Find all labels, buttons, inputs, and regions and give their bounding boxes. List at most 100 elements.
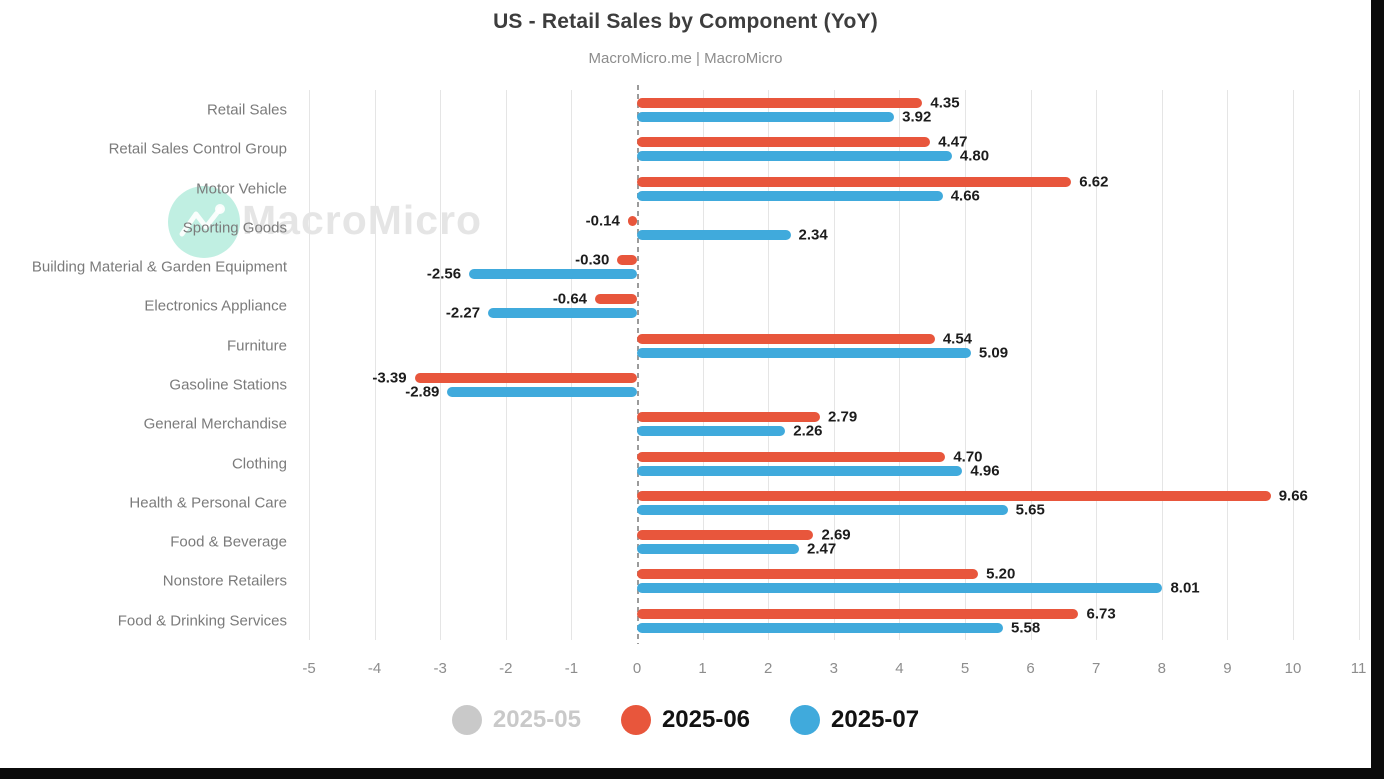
x-tick-label: -3 [433,660,447,677]
value-label: -0.64 [552,290,588,308]
value-label: -2.89 [405,383,440,401]
value-label: 5.65 [1015,501,1045,519]
bar-2025-06[interactable] [637,412,821,423]
bar-2025-07[interactable] [637,426,786,437]
bar-2025-06[interactable] [637,490,1271,501]
value-label: 3.92 [902,108,932,126]
window-edge-right [1371,0,1384,779]
x-tick-label: 0 [632,660,642,677]
value-label: 4.66 [950,187,980,205]
bar-2025-07[interactable] [637,112,895,122]
value-label: 9.66 [1278,487,1308,505]
zero-axis-line [637,85,639,644]
x-tick-label: 9 [1223,660,1232,677]
gridline [1227,90,1229,640]
bar-2025-06[interactable] [637,569,979,580]
value-label: 5.09 [978,344,1009,362]
value-label: 4.70 [953,448,983,466]
x-tick-label: 4 [895,660,904,677]
value-label: 6.73 [1086,605,1116,623]
bar-2025-07[interactable] [637,544,800,555]
gridline [571,90,573,640]
value-label: 6.62 [1079,173,1109,191]
category-label: Clothing [231,455,287,473]
bar-2025-07[interactable] [637,465,963,476]
category-label: Motor Vehicle [196,180,287,198]
gridline [440,90,442,640]
value-label: -2.27 [445,304,481,322]
gridline [309,90,310,640]
x-tick-label: 11 [1350,660,1367,677]
gridline [833,90,835,640]
bar-2025-06[interactable] [637,333,935,344]
value-label: 2.47 [807,540,837,558]
bar-2025-06[interactable] [637,530,814,541]
gridline [1293,90,1294,640]
bar-2025-07[interactable] [637,347,971,358]
gridline [505,90,507,640]
bar-2025-07[interactable] [637,622,1004,633]
category-label: Nonstore Retailers [162,572,287,590]
value-label: 5.58 [1011,619,1041,637]
x-tick-label: 2 [764,660,773,677]
bar-2025-07[interactable] [469,269,637,280]
bar-2025-07[interactable] [488,308,637,319]
value-label: 2.79 [828,408,858,426]
gridline [965,90,966,640]
legend-item-2025-05[interactable]: 2025-05 [451,705,581,735]
bar-2025-06[interactable] [637,608,1079,619]
bar-2025-07[interactable] [447,387,637,397]
bar-2025-06[interactable] [637,176,1072,187]
value-label: -3.39 [372,369,407,387]
value-label: 2.26 [793,422,823,440]
bar-2025-07[interactable] [637,229,791,240]
x-tick-label: 5 [960,660,970,677]
value-label: 2.69 [821,526,851,544]
x-axis: -5 -4 -3 -2 -1 0 1 2 3 4 5 6 7 8 9 10 11 [295,660,1371,682]
legend-item-2025-06[interactable]: 2025-06 [620,705,750,735]
window-edge-bottom [0,768,1384,779]
gridline [1358,90,1360,640]
gridline [768,90,770,640]
bar-2025-07[interactable] [637,504,1008,515]
legend-item-2025-07[interactable]: 2025-07 [790,705,919,735]
value-label: 8.01 [1170,579,1200,597]
gridline [702,90,704,640]
x-tick-label: -4 [367,660,382,677]
bar-2025-06[interactable] [627,215,637,226]
category-label: Furniture [226,337,287,355]
category-label: Food & Beverage [170,533,287,551]
category-label: Electronics Appliance [144,297,287,315]
x-tick-label: 7 [1092,660,1101,677]
category-label: Building Material & Garden Equipment [31,258,287,276]
category-axis: Retail Sales Retail Sales Control Group Mo… [0,88,287,644]
category-label: Sporting Goods [182,219,287,237]
bar-2025-06[interactable] [414,373,637,383]
bar-2025-06[interactable] [637,451,946,462]
bar-2025-07[interactable] [637,151,952,162]
legend-label: 2025-05 [492,706,581,733]
category-label: Retail Sales [206,101,287,119]
category-label: Health & Personal Care [129,494,287,512]
category-label: Gasoline Stations [169,376,287,394]
value-label: -0.30 [575,251,610,269]
value-label: 2.34 [798,226,828,244]
bar-2025-06[interactable] [637,137,931,148]
chart-subtitle: MacroMicro.me | MacroMicro [588,50,783,67]
x-tick-label: 8 [1157,660,1166,677]
bar-2025-07[interactable] [637,190,943,201]
bar-2025-06[interactable] [617,255,637,266]
category-label: Retail Sales Control Group [108,140,287,158]
value-label: -2.56 [426,265,462,283]
bar-2025-06[interactable] [637,98,923,108]
bar-2025-07[interactable] [637,583,1163,594]
bar-2025-06[interactable] [595,294,637,305]
gridline [899,90,901,640]
gridline [374,90,376,640]
category-label: General Merchandise [143,415,287,433]
plot-area: 4.35 3.92 4.47 4.80 6.62 4.66 -0.14 2.34 -0.30 -2… [295,85,1371,644]
legend-label: 2025-07 [831,706,920,733]
legend: 2025-05 2025-06 2025-07 [0,705,1371,735]
legend-marker-icon [790,705,821,735]
